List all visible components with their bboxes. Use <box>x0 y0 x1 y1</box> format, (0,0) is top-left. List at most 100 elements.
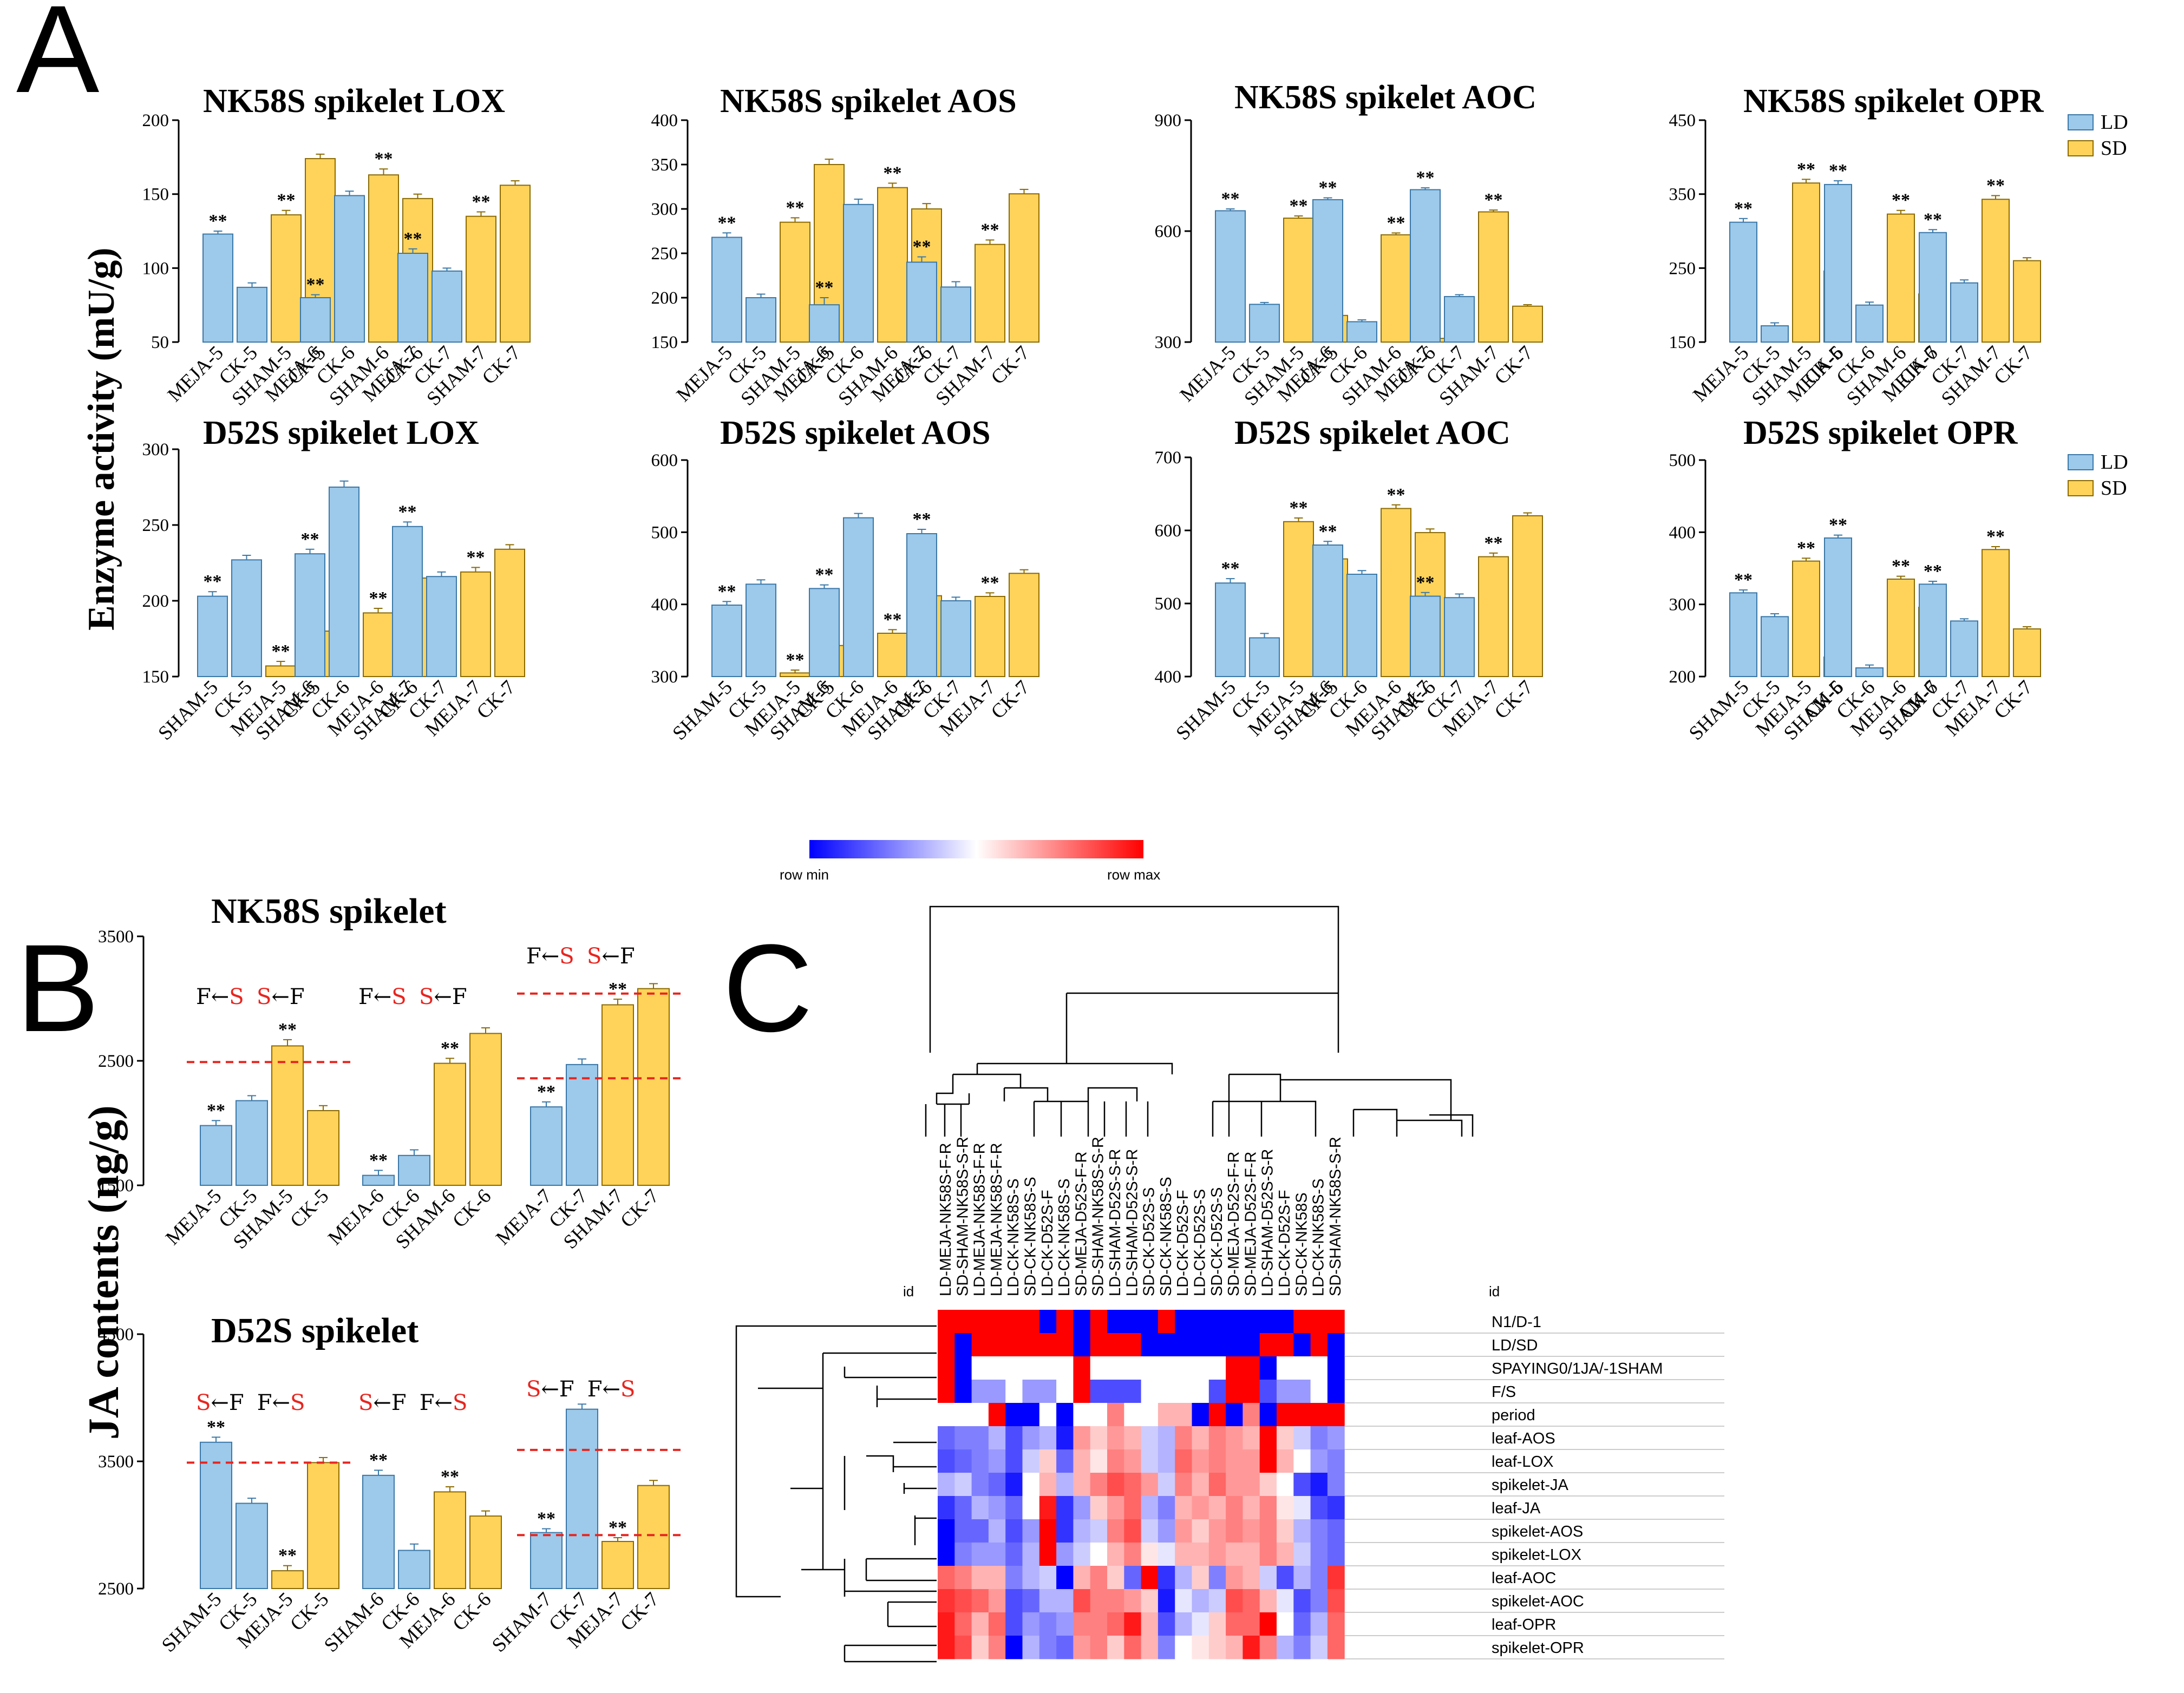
heatmap-cell <box>1226 1426 1243 1450</box>
heatmap-cell <box>1327 1403 1345 1427</box>
bar-meja-5 <box>711 237 742 343</box>
significance-mark: ** <box>1829 515 1847 535</box>
significance-mark: ** <box>981 573 999 593</box>
chart-title: NK58S spikelet AOC <box>1234 79 1536 116</box>
heatmap-cell <box>1158 1356 1175 1380</box>
bar-meja-6 <box>362 1174 395 1186</box>
heatmap-column-label: LD-CK-NK58S-S <box>1310 1178 1328 1296</box>
heatmap-cell <box>1277 1333 1294 1357</box>
heatmap-cell <box>1022 1449 1040 1473</box>
heatmap-cell <box>1056 1612 1074 1636</box>
heatmap-cell <box>1073 1473 1091 1497</box>
heatmap-cell <box>1124 1589 1142 1613</box>
heatmap-cell <box>1124 1519 1142 1543</box>
heatmap-cell <box>1208 1380 1226 1403</box>
heatmap-cell <box>988 1380 1006 1403</box>
heatmap-cell <box>1039 1333 1057 1357</box>
heatmap-cell <box>1022 1566 1040 1590</box>
bar-sham-6 <box>1312 544 1343 677</box>
y-tick-label: 200 <box>1669 667 1696 687</box>
significance-mark: ** <box>369 1450 388 1470</box>
heatmap-cell <box>1090 1403 1108 1427</box>
bar-chart-a1: NK58S spikelet LOX50100150200**MEJA-5CK-… <box>142 83 531 410</box>
bar-meja-6 <box>1887 579 1915 677</box>
bar-meja-7 <box>601 1541 634 1590</box>
heatmap-cell <box>1226 1333 1243 1357</box>
bar-sham-6 <box>362 1474 395 1590</box>
heatmap-cell <box>1124 1612 1142 1636</box>
heatmap-cell <box>1259 1333 1277 1357</box>
legend-swatch-ld <box>2068 454 2094 470</box>
bar-sham-5 <box>1792 182 1820 343</box>
heatmap-cell <box>1158 1519 1175 1543</box>
y-tick-label: 300 <box>1155 333 1182 352</box>
heatmap-cell <box>988 1589 1006 1613</box>
heatmap-column-label: LD-SHAM-D52S-S-R <box>1123 1149 1141 1296</box>
heatmap-cell <box>1073 1496 1091 1520</box>
legend-swatch-sd <box>2068 480 2094 496</box>
heatmap-cell <box>1124 1473 1142 1497</box>
bar-sham-5 <box>780 221 810 343</box>
significance-mark: ** <box>369 588 388 608</box>
heatmap-cell <box>1310 1356 1328 1380</box>
heatmap-cell <box>1141 1636 1159 1659</box>
significance-mark: ** <box>1221 559 1240 579</box>
heatmap-cell <box>1208 1426 1226 1450</box>
bar-ck-7 <box>637 988 670 1186</box>
heatmap-cell <box>1277 1380 1294 1403</box>
bar-meja-7 <box>397 253 428 343</box>
significance-mark: ** <box>1485 190 1503 210</box>
y-tick-label: 900 <box>1155 111 1182 130</box>
legend-label-ld: LD <box>2101 111 2128 134</box>
significance-mark: ** <box>272 641 290 661</box>
heatmap-cell <box>1293 1612 1311 1636</box>
chart-title: D52S spikelet AOC <box>1234 415 1511 451</box>
heatmap-cell <box>1124 1310 1142 1334</box>
category-label: CK-6 <box>448 1588 495 1635</box>
direction-annotation: F←S S←F <box>526 944 635 969</box>
heatmap-cell <box>1158 1310 1175 1334</box>
heatmap-cell <box>1327 1426 1345 1450</box>
heatmap-cell <box>1327 1636 1345 1659</box>
heatmap-cell <box>988 1426 1006 1450</box>
significance-mark: ** <box>718 581 736 601</box>
heatmap-cell <box>1175 1473 1192 1497</box>
heatmap-cell <box>1005 1333 1023 1357</box>
bar-sham-5 <box>271 214 302 343</box>
heatmap-cell <box>938 1356 955 1380</box>
heatmap-cell <box>1327 1543 1345 1566</box>
heatmap-cell <box>1226 1380 1243 1403</box>
significance-mark: ** <box>609 979 627 999</box>
heatmap-cell <box>1090 1473 1108 1497</box>
significance-mark: ** <box>209 211 227 231</box>
heatmap-cell <box>1158 1473 1175 1497</box>
legend-swatch-ld <box>2068 114 2094 130</box>
heatmap-cell <box>1005 1612 1023 1636</box>
heatmap-cell <box>1107 1333 1124 1357</box>
heatmap-cell <box>1175 1310 1192 1334</box>
heatmap-cell <box>954 1310 972 1334</box>
heatmap-cell <box>1310 1403 1328 1427</box>
heatmap-cell <box>988 1473 1006 1497</box>
heatmap-cell <box>1293 1356 1311 1380</box>
y-tick-label: 300 <box>142 440 169 460</box>
heatmap-cell <box>1208 1589 1226 1613</box>
heatmap-column-label: LD-CK-D52S-F <box>1039 1190 1056 1296</box>
bar-ck-5 <box>307 1462 339 1590</box>
heatmap-cell <box>1141 1380 1159 1403</box>
heatmap-cell <box>971 1356 989 1380</box>
heatmap-cell <box>1158 1589 1175 1613</box>
heatmap-row-label: leaf-OPR <box>1492 1616 1556 1633</box>
bar-chart-a8: D52S spikelet OPR200300400500**SHAM-5CK-… <box>1669 415 2128 745</box>
y-tick-label: 200 <box>142 592 169 611</box>
bar-sham-6 <box>809 588 840 678</box>
significance-mark: ** <box>1892 191 1910 211</box>
bar-meja-6 <box>877 633 908 677</box>
significance-mark: ** <box>1734 199 1753 219</box>
heatmap-row-label: F/S <box>1492 1383 1516 1401</box>
bar-sham-7 <box>530 1532 563 1590</box>
y-tick-label: 50 <box>151 333 169 352</box>
heatmap-cell <box>954 1333 972 1357</box>
heatmap-cell <box>1243 1519 1260 1543</box>
heatmap-cell <box>1259 1589 1277 1613</box>
